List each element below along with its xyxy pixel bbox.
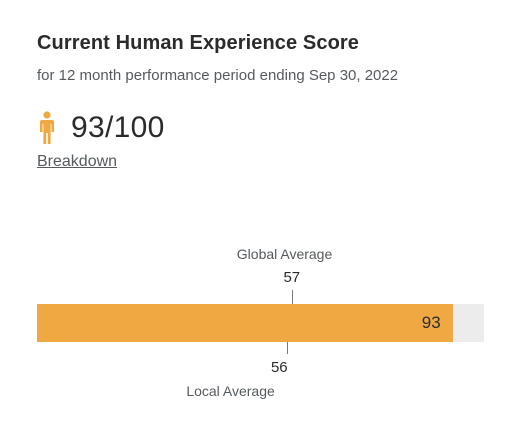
score-value: 93/100 bbox=[71, 111, 165, 144]
page-title: Current Human Experience Score bbox=[37, 32, 359, 54]
score-bar-fill bbox=[37, 304, 453, 342]
local-average-value: 56 bbox=[270, 359, 288, 376]
local-average-label: Local Average bbox=[186, 383, 275, 399]
page-subtitle: for 12 month performance period ending S… bbox=[37, 67, 399, 84]
score-bar-value: 93 bbox=[421, 313, 441, 332]
global-average-label: Global Average bbox=[236, 246, 333, 262]
score-bar-track: 93 bbox=[37, 304, 484, 342]
person-icon bbox=[40, 111, 54, 144]
score-row: 93/100 bbox=[37, 110, 165, 146]
local-average-tick bbox=[287, 342, 289, 354]
breakdown-link[interactable]: Breakdown bbox=[37, 153, 118, 170]
global-average-value: 57 bbox=[283, 269, 301, 286]
